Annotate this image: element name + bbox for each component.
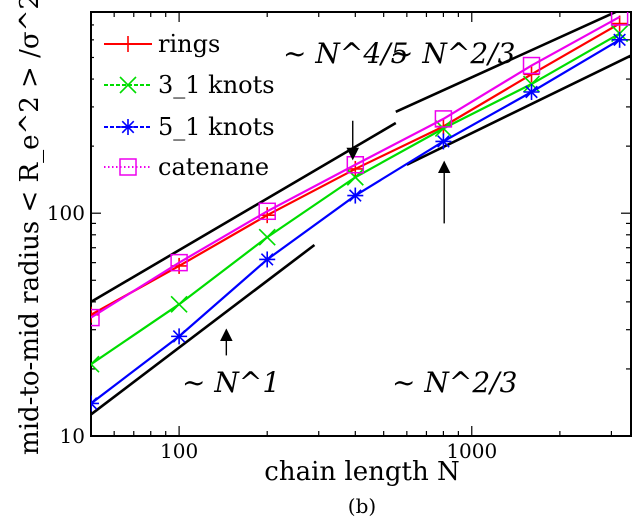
marker-stroke: [260, 253, 274, 266]
legend-label-rings: rings: [158, 30, 220, 58]
marker-stroke: [437, 135, 450, 148]
data-point-3-1-knots: [434, 119, 452, 138]
marker-stroke: [172, 330, 186, 343]
legend-label-3-1-knots: 3_1 knots: [158, 71, 275, 99]
figure-caption: (b): [348, 494, 376, 518]
legend-label-catenane: catenane: [158, 153, 269, 181]
data-point-5-1-knots: [347, 187, 364, 204]
marker-square: [119, 158, 137, 176]
marker-stroke: [348, 189, 362, 202]
marker-stroke: [91, 355, 100, 366]
y-tick-label: 100: [47, 201, 85, 225]
legend-background: [94, 24, 274, 184]
annotation-n23-top: ~ N^2/3: [390, 37, 515, 70]
marker-square: [434, 110, 453, 128]
data-point-5-1-knots: [91, 395, 99, 412]
data-point-5-1-knots: [611, 31, 628, 48]
guide-line: [395, 12, 619, 114]
plot-frame: [90, 11, 632, 437]
data-point-catenane: [258, 202, 276, 221]
annotations: [220, 120, 451, 356]
marker-stroke: [613, 33, 626, 47]
marker-stroke: [121, 120, 135, 134]
guide-line: [91, 243, 316, 416]
data-point-5-1-knots: [435, 133, 452, 150]
data-point-catenane: [434, 110, 453, 128]
legend-marker-rings: [120, 36, 136, 52]
marker-stroke: [434, 119, 452, 138]
x-tick-label: 100: [160, 439, 198, 463]
series-group: [91, 12, 629, 412]
guide-lines: [91, 12, 631, 416]
data-point-3-1-knots: [91, 355, 100, 373]
legend-marker-catenane: [119, 158, 137, 176]
x-axis-label: chain length N: [264, 457, 459, 487]
x-tick-label: 1000: [446, 439, 497, 463]
annotation-n45: ~ N^4/5: [283, 37, 408, 70]
marker-square: [258, 202, 276, 221]
marker-stroke: [258, 228, 276, 246]
data-point-5-1-knots: [259, 251, 276, 268]
legend-marker-5-1-knots: [120, 119, 136, 135]
legend-label-5-1-knots: 5_1 knots: [158, 113, 275, 141]
data-point-rings: [523, 66, 540, 83]
data-point-5-1-knots: [171, 328, 188, 345]
marker-stroke: [346, 168, 364, 186]
marker-square: [170, 253, 188, 272]
marker-stroke: [91, 363, 100, 373]
y-axis-label: mid-to-mid radius < R_e^2 > /σ^2: [15, 0, 45, 455]
marker-stroke: [91, 402, 98, 410]
data-point-3-1-knots: [170, 295, 188, 313]
marker-square: [91, 308, 100, 327]
data-point-catenane: [522, 56, 541, 75]
y-tick-label: 10: [60, 424, 85, 448]
marker-square: [522, 56, 541, 75]
data-point-catenane: [610, 12, 629, 26]
data-point-catenane: [91, 308, 100, 327]
guide-line: [91, 121, 397, 303]
data-point-5-1-knots: [523, 83, 540, 100]
marker-square: [610, 12, 629, 26]
marker-stroke: [119, 76, 137, 94]
marker-stroke: [91, 397, 98, 405]
legend-marker-3-1-knots: [119, 76, 137, 94]
legend-marks: [104, 36, 152, 176]
series-line-catenane: [91, 15, 621, 319]
marker-stroke: [525, 85, 538, 99]
data-point-3-1-knots: [346, 168, 364, 186]
annotation-n1: ~ N^1: [182, 366, 280, 399]
annotation-n23-bottom: ~ N^2/3: [392, 366, 517, 399]
axis-ticks: 100 1000 10 100: [47, 11, 631, 463]
legend: rings 3_1 knots 5_1 knots catenane: [94, 24, 275, 184]
marker-stroke: [170, 295, 188, 313]
data-point-catenane: [170, 253, 188, 272]
data-point-3-1-knots: [258, 228, 276, 246]
